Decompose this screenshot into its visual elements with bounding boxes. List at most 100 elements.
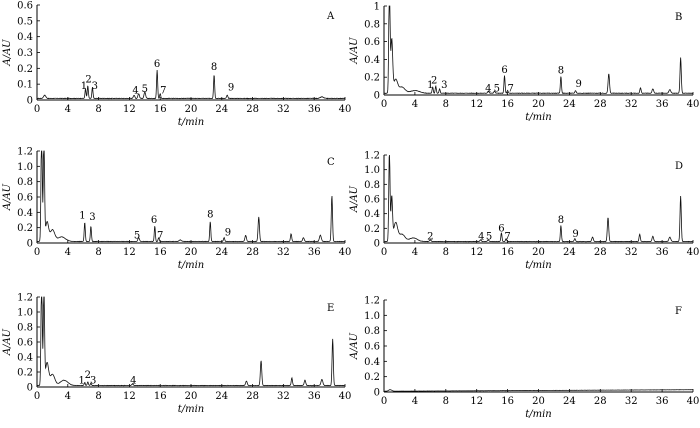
x-tick-label: 32 [625,99,638,110]
y-tick-label: 0.6 [17,338,33,349]
x-tick-label: 12 [123,104,136,115]
x-tick-label: 32 [625,247,638,258]
x-tick-label: 24 [563,99,576,110]
x-tick-label: 24 [563,396,576,407]
x-tick-label: 28 [246,391,259,402]
peak-label: 8 [558,215,564,226]
peak-label: 1 [78,375,84,386]
peak-label: 8 [211,62,217,73]
peak-label: 4 [478,231,484,242]
x-tick-label: 40 [687,99,700,110]
x-tick-label: 16 [501,396,514,407]
x-tick-label: 40 [687,247,700,258]
panel-label: D [675,161,683,172]
peak-label: 6 [154,59,160,70]
x-tick-label: 20 [532,396,545,407]
chromatogram-trace [36,150,346,243]
x-tick-label: 12 [123,391,136,402]
y-tick-label: 0.8 [17,323,33,334]
chromatogram-trace [383,5,694,95]
peak-label: 5 [142,84,148,95]
panel-A: 0 4 8 12 16 20 24 28 32 36 4000.10.20.30.40.50.6A/… [2,1,351,129]
panel-label: C [327,157,335,168]
y-tick-label: 0.2 [17,368,33,379]
y-tick-label: 1.2 [364,296,380,307]
peak-label: 3 [90,375,96,386]
x-tick-label: 12 [470,247,483,258]
x-tick-label: 0 [381,99,387,110]
x-tick-label: 0 [34,247,40,258]
panel-C: 0 4 8 12 16 20 24 28 32 36 4000.20.40.60.81.01.2A/… [2,147,351,272]
panel-label: A [326,11,335,22]
y-tick-label: 0 [27,96,33,107]
y-tick-label: 0.8 [364,326,380,337]
peak-label: 9 [225,227,231,238]
x-tick-label: 20 [532,247,545,258]
peak-label: 7 [160,86,166,97]
x-tick-label: 8 [95,391,101,402]
x-tick-label: 24 [215,104,228,115]
x-tick-label: 8 [95,104,101,115]
y-tick-label: 0.2 [364,224,380,235]
peak-label: 2 [85,75,91,86]
y-tick-label: 0.4 [17,32,33,43]
x-tick-label: 24 [215,391,228,402]
y-tick-label: 0 [27,383,33,394]
chromatogram-trace [383,154,694,243]
y-tick-label: 0.4 [364,209,380,220]
x-tick-label: 0 [381,396,387,407]
x-tick-label: 20 [185,391,198,402]
peak-label: 8 [207,210,213,221]
x-tick-label: 28 [594,99,607,110]
y-tick-label: 1.2 [17,147,33,158]
y-tick-label: 0.6 [364,37,380,48]
panel-label: E [327,303,334,314]
x-tick-label: 4 [412,396,418,407]
panel-B: 0 4 8 12 16 20 24 28 32 36 4000.20.40.60.81A/AUt/m… [349,2,699,124]
x-tick-label: 28 [246,247,259,258]
x-tick-label: 40 [339,104,352,115]
peak-label: 4 [130,375,136,386]
x-tick-label: 40 [339,247,352,258]
peak-label: 1 [79,210,85,221]
x-tick-label: 20 [185,247,198,258]
y-tick-label: 0.4 [364,357,380,368]
peak-label: 5 [486,231,492,242]
panel-D: 0 4 8 12 16 20 24 28 32 36 4000.20.40.60.81.01.2A/… [349,151,699,272]
y-tick-label: 0.6 [17,1,33,12]
peak-label: 7 [508,83,514,94]
x-axis-label: t/min [525,260,552,271]
x-tick-label: 28 [594,396,607,407]
chromatogram-trace [36,296,346,387]
y-tick-label: 0.1 [17,80,33,91]
y-tick-label: 0.2 [364,372,380,383]
y-tick-label: 1 [374,2,380,13]
peak-label: 7 [504,231,510,242]
x-tick-label: 0 [381,247,387,258]
y-tick-label: 0.4 [17,208,33,219]
y-tick-label: 1.0 [17,162,33,173]
peak-label: 4 [132,86,138,97]
peak-label: 2 [85,370,91,381]
x-tick-label: 36 [308,391,321,402]
x-tick-label: 20 [185,104,198,115]
peak-label: 2 [431,75,437,86]
y-tick-label: 0.6 [364,342,380,353]
x-tick-label: 4 [412,247,418,258]
x-tick-label: 24 [215,247,228,258]
x-tick-label: 12 [470,396,483,407]
peak-label: 1 [81,81,87,92]
y-tick-label: 0.3 [17,48,33,59]
x-tick-label: 32 [277,247,290,258]
x-tick-label: 36 [308,104,321,115]
peak-label: 3 [92,81,98,92]
peak-label: 1 [427,80,433,91]
y-tick-label: 0.6 [364,195,380,206]
x-tick-label: 8 [443,99,449,110]
y-axis-label: A/AU [2,183,13,211]
x-tick-label: 16 [501,99,514,110]
x-tick-label: 32 [625,396,638,407]
y-axis-label: A/AU [2,328,13,356]
y-axis-label: A/AU [349,332,360,360]
